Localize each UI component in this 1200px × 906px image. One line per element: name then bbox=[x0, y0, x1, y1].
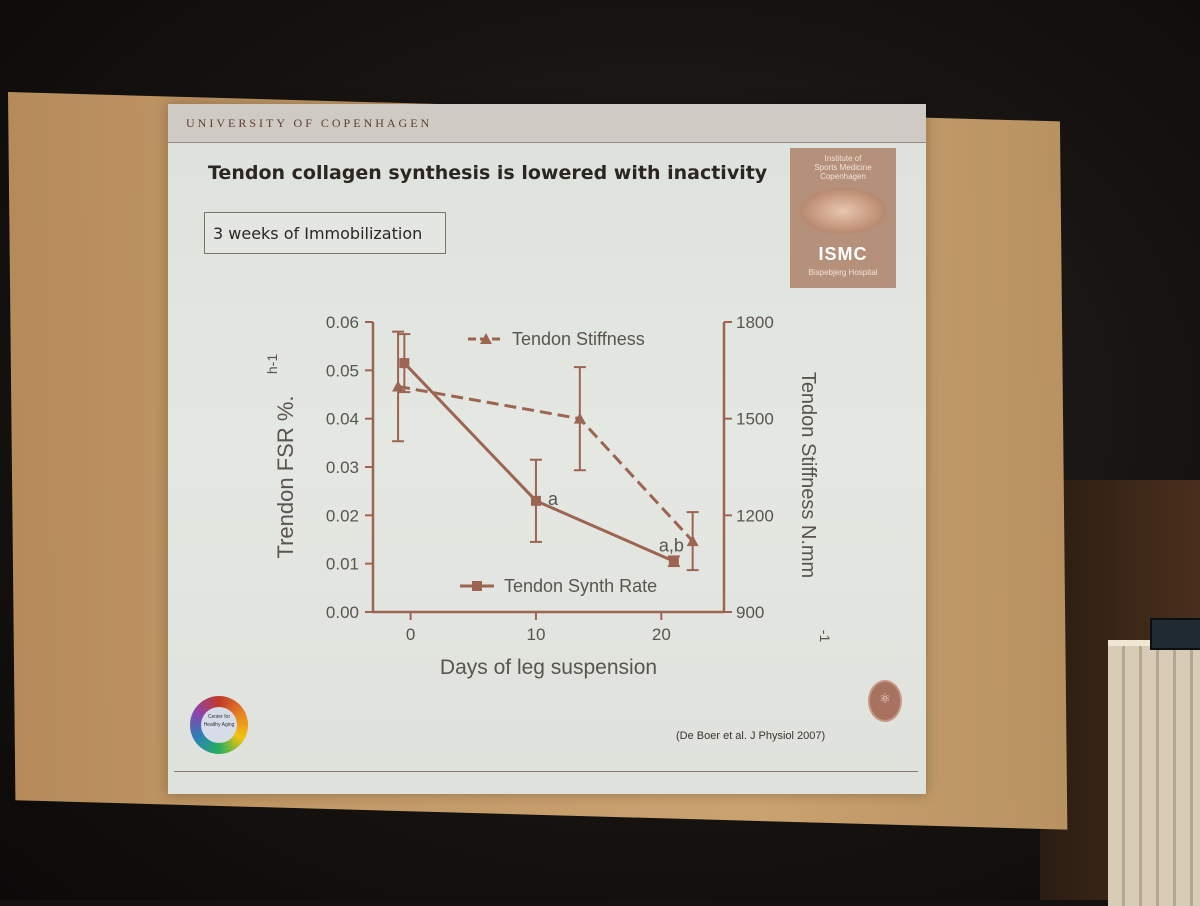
x-axis-label: Days of leg suspension bbox=[440, 656, 657, 679]
citation: (De Boer et al. J Physiol 2007) bbox=[676, 730, 826, 742]
left-y-tick-label: 0.04 bbox=[326, 410, 359, 429]
left-y-tick-label: 0.02 bbox=[326, 506, 359, 525]
significance-label: a,b bbox=[659, 535, 684, 555]
subtitle-text: 3 weeks of Immobilization bbox=[213, 224, 423, 243]
data-point-triangle bbox=[686, 535, 699, 547]
data-point-square bbox=[399, 358, 410, 369]
seal-glyph-icon: ⚛ bbox=[879, 691, 891, 706]
right-y-tick-label: 900 bbox=[736, 603, 764, 622]
x-tick-label: 0 bbox=[406, 625, 415, 644]
legend-stiffness-marker bbox=[480, 333, 492, 344]
x-tick-label: 20 bbox=[652, 625, 671, 644]
university-name: UNIVERSITY OF COPENHAGEN bbox=[186, 116, 433, 130]
legend-synth-label: Tendon Synth Rate bbox=[504, 576, 657, 596]
left-y-axis-label: Trendon FSR %. bbox=[273, 395, 298, 558]
slide-title: Tendon collagen synthesis is lowered wit… bbox=[208, 162, 768, 184]
x-tick-label: 10 bbox=[527, 625, 546, 644]
muscle-illustration-icon bbox=[800, 188, 886, 234]
logo-name: ISMC bbox=[818, 244, 868, 264]
right-y-tick-label: 1200 bbox=[736, 506, 774, 525]
logo-line-2: Sports Medicine bbox=[814, 163, 872, 172]
right-y-tick-label: 1800 bbox=[736, 313, 774, 332]
logo-line-3: Copenhagen bbox=[820, 172, 866, 181]
left-y-tick-label: 0.00 bbox=[326, 603, 359, 622]
university-header-bar: UNIVERSITY OF COPENHAGEN bbox=[168, 104, 926, 143]
left-y-tick-label: 0.05 bbox=[326, 361, 359, 380]
podium bbox=[1108, 640, 1200, 906]
legend-synth-marker bbox=[472, 581, 482, 591]
center-logo-text: Center for Healthy Aging bbox=[201, 707, 237, 743]
chart: 0.00 0.01 0.02 0.03 0.04 0.05 0.06 900 1200 1500 1… bbox=[264, 313, 833, 679]
left-y-tick-label: 0.03 bbox=[326, 458, 359, 477]
university-seal-icon: ⚛ bbox=[868, 680, 902, 722]
footer-divider bbox=[174, 771, 918, 772]
right-y-axis-label: Tendon Stiffness N.mm bbox=[797, 372, 819, 578]
data-point-triangle bbox=[573, 412, 586, 424]
data-point-square bbox=[668, 556, 679, 567]
logo-line-1: Institute of bbox=[824, 154, 862, 163]
legend-stiffness-label: Tendon Stiffness bbox=[512, 329, 645, 349]
subtitle-box: 3 weeks of Immobilization bbox=[204, 212, 446, 254]
series-line-1 bbox=[397, 384, 694, 543]
slide: UNIVERSITY OF COPENHAGEN Tendon collagen… bbox=[168, 104, 926, 794]
right-y-tick-label: 1500 bbox=[736, 410, 774, 429]
center-for-healthy-aging-logo: Center for Healthy Aging bbox=[190, 696, 248, 754]
data-point-square bbox=[530, 495, 541, 506]
left-y-tick-label: 0.06 bbox=[326, 313, 359, 332]
series-line-0 bbox=[403, 362, 675, 563]
logo-hospital: Bispebjerg Hospital bbox=[808, 268, 878, 277]
left-y-axis-unit: h-1 bbox=[264, 354, 280, 374]
left-y-tick-label: 0.01 bbox=[326, 555, 359, 574]
podium-monitor bbox=[1150, 618, 1200, 650]
significance-label: a bbox=[548, 489, 559, 509]
data-point-triangle bbox=[392, 380, 405, 392]
right-y-axis-unit: -1 bbox=[817, 630, 833, 643]
ismc-logo: Institute of Sports Medicine Copenhagen … bbox=[790, 148, 896, 288]
